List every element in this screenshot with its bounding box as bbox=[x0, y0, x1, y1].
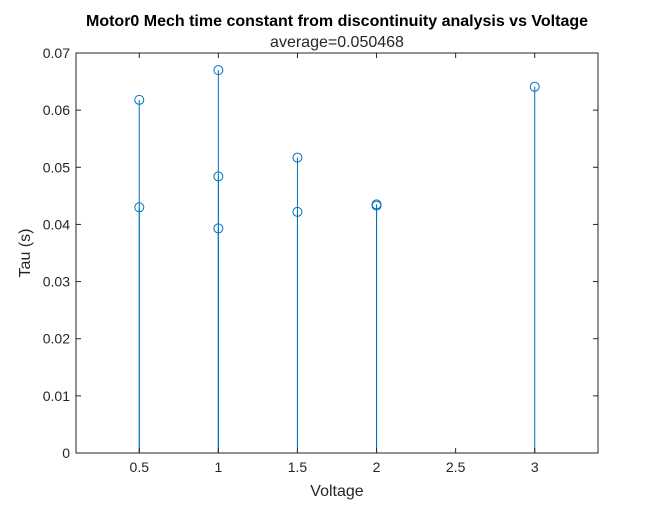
axes-box bbox=[75, 52, 599, 454]
x-tick-label: 3 bbox=[531, 459, 539, 475]
stem-marker bbox=[529, 81, 540, 92]
y-tick-label: 0.04 bbox=[43, 216, 70, 232]
y-axis: 0 0.01 0.02 0.03 0.04 0.05 0.06 0.07 bbox=[43, 45, 598, 461]
x-axis-label: Voltage bbox=[310, 483, 363, 500]
plot-area bbox=[75, 52, 599, 454]
y-tick-label: 0.01 bbox=[43, 388, 70, 404]
stem-marker bbox=[213, 171, 224, 182]
x-tick-label: 1.5 bbox=[288, 459, 308, 475]
chart-title: Motor0 Mech time constant from discontin… bbox=[86, 13, 588, 30]
stem-marker bbox=[213, 223, 224, 234]
y-tick-label: 0.05 bbox=[43, 159, 70, 175]
stem-marker bbox=[134, 202, 145, 213]
stem-marker bbox=[371, 200, 382, 211]
stem-marker bbox=[134, 94, 145, 105]
y-tick-label: 0.03 bbox=[43, 274, 70, 290]
y-tick-label: 0.07 bbox=[43, 45, 70, 61]
stem-marker bbox=[292, 152, 303, 163]
chart-subtitle: average=0.050468 bbox=[270, 34, 404, 51]
y-tick-label: 0.06 bbox=[43, 102, 70, 118]
y-tick-label: 0.02 bbox=[43, 331, 70, 347]
y-tick-label: 0 bbox=[62, 445, 70, 461]
x-tick-label: 0.5 bbox=[130, 459, 150, 475]
y-axis-label: Tau (s) bbox=[17, 229, 34, 278]
stem-marker bbox=[292, 206, 303, 217]
x-tick-label: 2.5 bbox=[446, 459, 466, 475]
x-axis: 0.5 1 1.5 2 2.5 3 bbox=[130, 53, 539, 475]
x-tick-label: 2 bbox=[373, 459, 381, 475]
stem-marker bbox=[213, 65, 224, 76]
x-tick-label: 1 bbox=[214, 459, 222, 475]
